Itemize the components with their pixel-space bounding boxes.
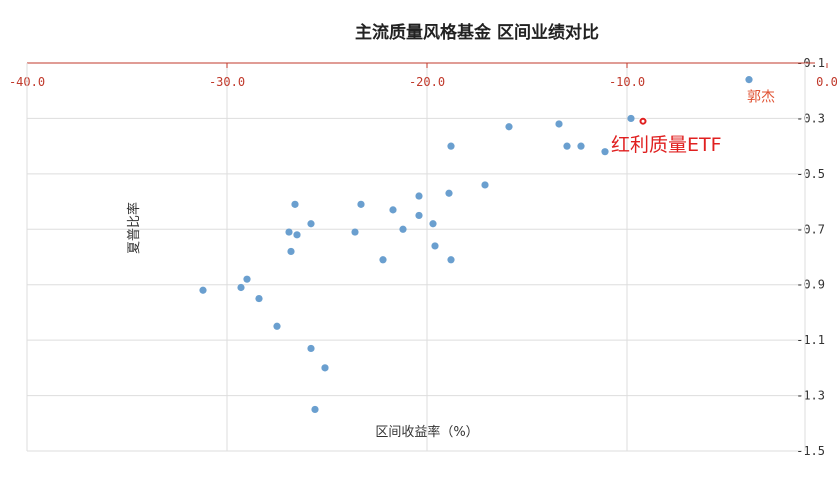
chart-title: 主流质量风格基金 区间业绩对比 [355,22,599,43]
highlight-point-center [641,119,645,123]
data-point [627,114,635,123]
x-tick-label: -30.0 [209,75,245,89]
data-point [431,242,439,250]
y-tick-label: -0.9 [796,278,825,292]
data-point [285,228,293,236]
data-point [351,228,359,236]
data-point [237,283,245,292]
y-tick-label: -1.5 [796,444,825,458]
data-point [311,405,319,414]
data-point [447,142,455,150]
y-tick-label: -0.3 [796,111,825,125]
data-point [563,142,571,150]
data-point [555,120,563,128]
data-point [321,364,329,372]
y-axis-label: 夏普比率 [126,202,142,254]
data-point [445,189,453,197]
data-point [429,220,437,228]
data-point [505,123,513,131]
y-tick-label: -0.7 [796,222,825,236]
point-label: 郭杰 [747,89,775,106]
data-point [291,200,299,208]
data-point [199,286,207,294]
x-axis-label: 区间收益率（%） [375,424,478,440]
x-tick-label: -10.0 [609,75,645,89]
x-tick-label: -20.0 [409,75,445,89]
data-point [287,247,295,256]
y-tick-label: -1.1 [796,333,825,347]
data-point [357,200,365,208]
point-label-highlight: 红利质量ETF [611,134,722,156]
x-tick-label: 0.0 [816,75,837,89]
data-point [379,256,387,264]
data-point [307,220,315,228]
data-point [389,206,397,214]
data-point [601,148,609,156]
data-point [415,192,423,200]
data-point [481,181,489,189]
data-point [447,256,455,264]
data-point [273,322,281,330]
data-point [577,142,585,150]
data-point [415,211,423,220]
data-point [399,225,407,233]
data-point [293,231,301,239]
data-point [745,76,753,84]
y-tick-label: -0.5 [796,167,825,181]
data-point [307,344,315,353]
y-tick-label: -1.3 [796,389,825,403]
data-point [255,294,263,303]
data-point [243,275,251,283]
